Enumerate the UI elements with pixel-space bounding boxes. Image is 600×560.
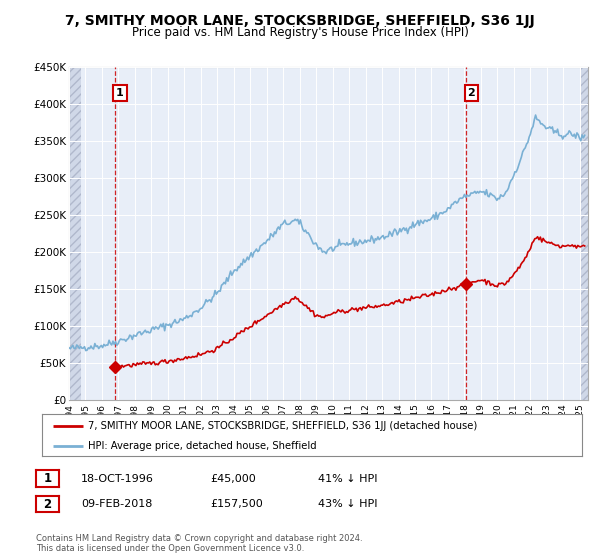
Text: Contains HM Land Registry data © Crown copyright and database right 2024.: Contains HM Land Registry data © Crown c…	[36, 534, 362, 543]
Bar	[581, 67, 590, 400]
Text: £45,000: £45,000	[210, 474, 256, 484]
Bar	[69, 67, 82, 400]
Text: Price paid vs. HM Land Registry's House Price Index (HPI): Price paid vs. HM Land Registry's House …	[131, 26, 469, 39]
Text: 1: 1	[43, 472, 52, 486]
Text: 1: 1	[116, 88, 124, 98]
Text: 7, SMITHY MOOR LANE, STOCKSBRIDGE, SHEFFIELD, S36 1JJ: 7, SMITHY MOOR LANE, STOCKSBRIDGE, SHEFF…	[65, 14, 535, 28]
Text: 41% ↓ HPI: 41% ↓ HPI	[318, 474, 377, 484]
Text: HPI: Average price, detached house, Sheffield: HPI: Average price, detached house, Shef…	[88, 441, 317, 451]
Text: 2: 2	[43, 497, 52, 511]
Text: 2: 2	[467, 88, 475, 98]
Text: 09-FEB-2018: 09-FEB-2018	[81, 499, 152, 509]
Text: 7, SMITHY MOOR LANE, STOCKSBRIDGE, SHEFFIELD, S36 1JJ (detached house): 7, SMITHY MOOR LANE, STOCKSBRIDGE, SHEFF…	[88, 421, 477, 431]
Text: 43% ↓ HPI: 43% ↓ HPI	[318, 499, 377, 509]
Text: This data is licensed under the Open Government Licence v3.0.: This data is licensed under the Open Gov…	[36, 544, 304, 553]
Text: £157,500: £157,500	[210, 499, 263, 509]
Text: 18-OCT-1996: 18-OCT-1996	[81, 474, 154, 484]
